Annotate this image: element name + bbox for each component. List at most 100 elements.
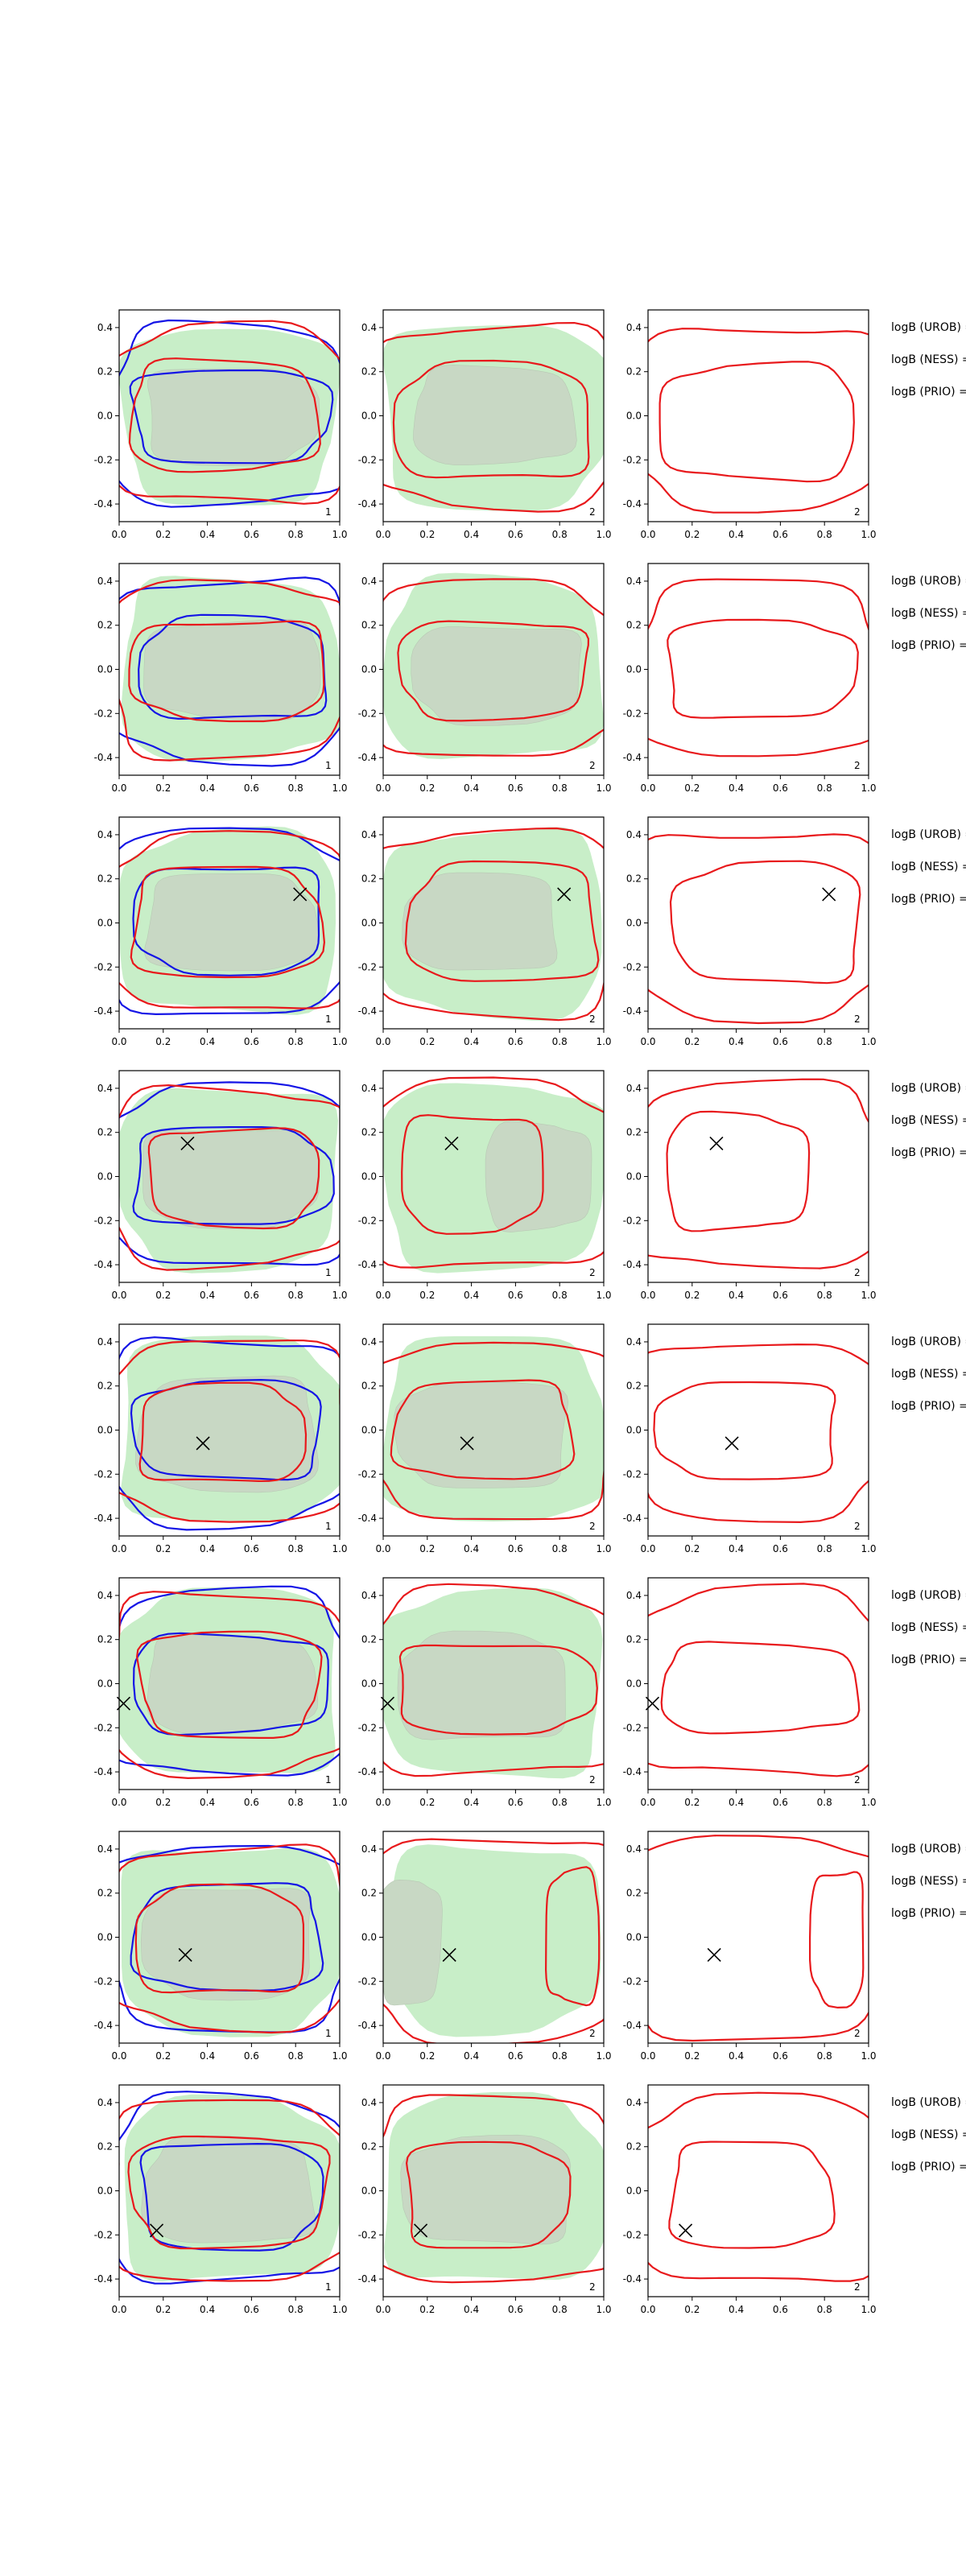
red-contour — [544, 1866, 601, 2007]
blue-contour — [119, 2091, 340, 2285]
row-label: logB (PRIO) = — [891, 1907, 966, 1920]
row-label: logB (NESS) = — [891, 1875, 966, 1888]
y-tick-label: 0.4 — [361, 829, 377, 840]
row-label: logB (UROB) = — [891, 1843, 966, 1856]
red-contour — [648, 1583, 869, 1777]
blue-contour — [119, 1844, 340, 2033]
x-tick-label: 1.0 — [332, 1290, 347, 1301]
y-tick-label: -0.2 — [358, 1468, 377, 1480]
y-tick-label: 0.4 — [361, 1336, 377, 1348]
x-tick-label: 0.8 — [552, 529, 568, 540]
red-contour — [383, 321, 604, 513]
x-tick-label: 1.0 — [596, 1290, 611, 1301]
red-contour — [134, 1883, 305, 1994]
y-tick-label: 0.4 — [626, 1590, 642, 1601]
x-tick-label: 0.4 — [729, 2050, 744, 2062]
red-contour — [119, 2099, 340, 2282]
y-tick-label: -0.4 — [623, 498, 642, 510]
y-tick-label: -0.4 — [623, 1513, 642, 1524]
corner-label: 2 — [589, 760, 596, 771]
corner-label: 1 — [325, 1774, 332, 1785]
x-tick-label: 0.4 — [464, 1290, 479, 1301]
blue-contour — [119, 576, 340, 767]
cross-marker — [180, 1136, 195, 1150]
y-tick-label: -0.2 — [623, 961, 642, 972]
x-tick-label: 0.0 — [640, 1543, 655, 1554]
x-tick-label: 1.0 — [332, 1543, 347, 1554]
x-tick-label: 0.6 — [244, 1543, 259, 1554]
x-tick-label: 0.2 — [684, 529, 700, 540]
y-tick-label: -0.2 — [94, 708, 113, 719]
subplot-panel: 2 0.0 0.2 0.4 0.6 0.8 1.0 0.4 0.2 0.0 -0.2 -0.4 — [623, 309, 877, 540]
y-tick-label: 0.4 — [97, 322, 113, 333]
corner-label: 2 — [854, 1774, 861, 1785]
x-tick-label: 0.0 — [111, 1797, 126, 1808]
x-tick-label: 1.0 — [332, 1036, 347, 1047]
y-tick-label: -0.4 — [358, 1005, 377, 1017]
subplot-panel: 2 0.0 0.2 0.4 0.6 0.8 1.0 0.4 0.2 0.0 -0.2 -0.4 — [623, 1323, 877, 1554]
x-tick-label: 0.0 — [111, 2050, 126, 2062]
subplot-panel: 1 0.0 0.2 0.4 0.6 0.8 1.0 0.4 0.2 0.0 -0.2 -0.4 — [94, 2084, 348, 2315]
y-tick-label: -0.4 — [94, 752, 113, 763]
cross-marker — [822, 887, 836, 902]
x-tick-label: 0.2 — [684, 1036, 700, 1047]
row-label: logB (NESS) = — [891, 861, 966, 873]
x-tick-label: 0.6 — [508, 2050, 523, 2062]
x-tick-label: 1.0 — [861, 782, 876, 794]
row-label: logB (PRIO) = — [891, 2161, 966, 2174]
x-tick-label: 0.6 — [244, 2050, 259, 2062]
red-contour — [669, 860, 861, 985]
y-tick-label: 0.2 — [97, 620, 113, 631]
y-tick-label: -0.2 — [358, 2229, 377, 2240]
axes-frame — [647, 563, 869, 776]
row-label: logB (PRIO) = — [891, 386, 966, 398]
subplot-panel: 2 0.0 0.2 0.4 0.6 0.8 1.0 0.4 0.2 0.0 -0.2 -0.4 — [358, 2084, 612, 2315]
y-tick-label: 0.0 — [361, 411, 377, 422]
cross-marker — [709, 1136, 724, 1150]
red-contour — [398, 1644, 598, 1736]
blue-contour — [129, 369, 334, 464]
red-contour — [119, 320, 340, 505]
x-tick-label: 0.8 — [288, 782, 303, 794]
x-tick-label: 0.4 — [464, 1797, 479, 1808]
y-tick-label: 0.0 — [97, 2186, 113, 2197]
x-tick-label: 0.2 — [684, 2304, 700, 2315]
red-contour — [147, 1127, 320, 1230]
subplot-panel: 2 0.0 0.2 0.4 0.6 0.8 1.0 0.4 0.2 0.0 -0.2 -0.4 — [623, 1070, 877, 1301]
y-tick-label: 0.2 — [626, 1127, 642, 1138]
y-tick-label: 0.4 — [97, 1336, 113, 1348]
subplot-panel: 2 0.0 0.2 0.4 0.6 0.8 1.0 0.4 0.2 0.0 -0.2 -0.4 — [623, 563, 877, 794]
x-tick-label: 0.6 — [508, 1290, 523, 1301]
red-contour — [648, 1343, 869, 1524]
x-tick-label: 1.0 — [332, 2304, 347, 2315]
red-contour — [660, 1641, 861, 1735]
x-tick-label: 0.2 — [684, 782, 700, 794]
y-tick-label: 0.0 — [361, 664, 377, 675]
y-tick-label: -0.2 — [358, 961, 377, 972]
y-tick-label: 0.4 — [97, 1843, 113, 1855]
x-tick-label: 0.4 — [464, 1543, 479, 1554]
x-tick-label: 0.8 — [817, 1036, 832, 1047]
x-tick-label: 0.0 — [111, 1036, 126, 1047]
x-tick-label: 1.0 — [596, 782, 611, 794]
cross-marker — [414, 2223, 428, 2238]
x-tick-label: 0.2 — [684, 1290, 700, 1301]
y-tick-label: 0.4 — [97, 576, 113, 587]
y-tick-label: -0.2 — [94, 1215, 113, 1226]
y-tick-label: -0.2 — [94, 1975, 113, 1987]
x-tick-label: 0.6 — [244, 529, 259, 540]
red-contour — [405, 2140, 572, 2249]
red-contour — [401, 1114, 544, 1235]
y-tick-label: -0.4 — [623, 2273, 642, 2285]
y-tick-label: 0.0 — [626, 664, 642, 675]
x-tick-label: 0.0 — [640, 2304, 655, 2315]
row-label: logB (PRIO) = — [891, 893, 966, 906]
y-tick-label: 0.2 — [361, 1888, 377, 1899]
x-tick-label: 0.8 — [552, 1797, 568, 1808]
x-tick-label: 0.8 — [817, 1290, 832, 1301]
y-tick-label: 0.2 — [361, 873, 377, 885]
y-tick-label: -0.2 — [358, 708, 377, 719]
y-tick-label: 0.0 — [97, 1678, 113, 1690]
density-fill-inner — [394, 1381, 569, 1488]
corner-label: 2 — [589, 2281, 596, 2293]
